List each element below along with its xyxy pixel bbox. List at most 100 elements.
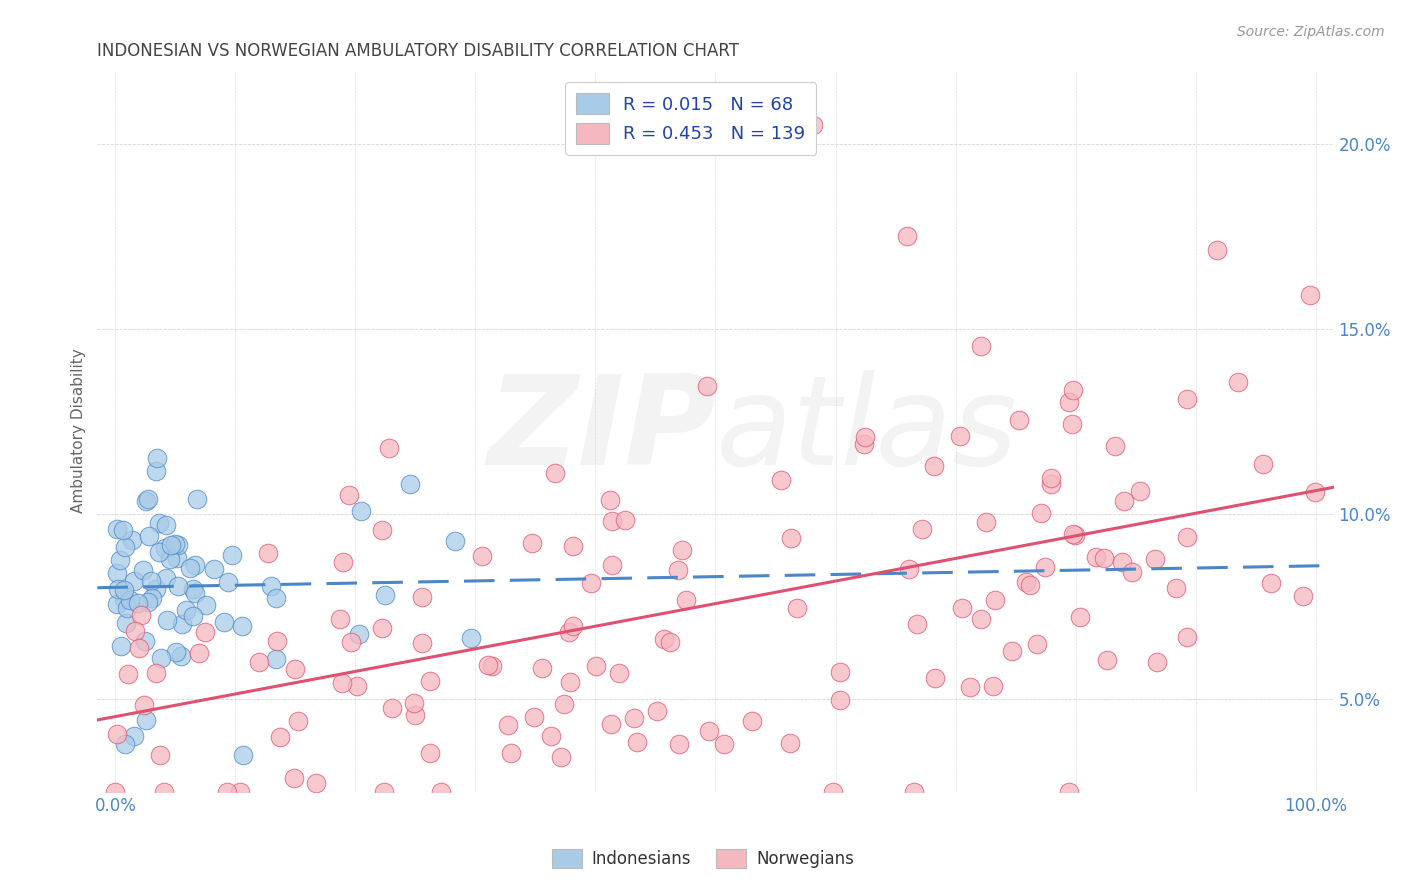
Point (1040, 476, 1063, 491)
Point (148, 516, 170, 530)
Point (1062, 383, 1084, 397)
Legend: Indonesians, Norwegians: Indonesians, Norwegians (546, 842, 860, 875)
Point (174, 602, 197, 616)
Point (1299, 288, 1322, 302)
Point (305, 776, 328, 790)
Point (1085, 550, 1108, 565)
Point (122, 729, 145, 743)
Point (779, 531, 801, 545)
Point (135, 493, 157, 508)
Point (950, 600, 973, 615)
Point (411, 590, 433, 604)
Point (585, 659, 607, 673)
Point (149, 747, 172, 762)
Point (471, 549, 494, 564)
Point (821, 785, 844, 799)
Point (260, 579, 283, 593)
Point (1015, 575, 1038, 590)
Point (1260, 575, 1282, 590)
Point (404, 708, 426, 723)
Point (830, 693, 852, 707)
Point (257, 546, 280, 560)
Point (121, 533, 143, 548)
Point (696, 379, 718, 393)
Point (112, 592, 135, 607)
Point (1114, 494, 1136, 508)
Point (229, 785, 252, 799)
Point (153, 785, 176, 799)
Point (496, 718, 519, 732)
Point (1175, 392, 1198, 406)
Point (184, 558, 207, 572)
Point (558, 674, 581, 689)
Point (1175, 530, 1198, 544)
Text: INDONESIAN VS NORWEGIAN AMBULATORY DISABILITY CORRELATION CHART: INDONESIAN VS NORWEGIAN AMBULATORY DISAB… (97, 42, 740, 60)
Point (1175, 631, 1198, 645)
Point (145, 582, 167, 596)
Point (599, 716, 621, 731)
Point (741, 714, 763, 729)
Point (1057, 395, 1080, 409)
Point (852, 436, 875, 450)
Point (122, 574, 145, 588)
Point (1251, 457, 1274, 471)
Point (562, 539, 585, 553)
Point (911, 522, 934, 536)
Point (855, 430, 877, 444)
Point (114, 737, 136, 751)
Point (623, 711, 645, 725)
Point (156, 614, 179, 628)
Point (1001, 644, 1024, 658)
Point (167, 539, 190, 553)
Point (713, 737, 735, 751)
Point (404, 696, 426, 710)
Point (160, 538, 183, 552)
Point (1146, 655, 1168, 669)
Point (1292, 589, 1315, 603)
Point (1164, 581, 1187, 595)
Text: Source: ZipAtlas.com: Source: ZipAtlas.com (1237, 25, 1385, 39)
Point (786, 600, 808, 615)
Point (115, 601, 138, 615)
Point (339, 634, 361, 648)
Point (217, 785, 239, 799)
Point (114, 540, 136, 554)
Point (668, 738, 690, 752)
Point (141, 591, 163, 606)
Point (558, 624, 581, 639)
Point (131, 608, 153, 623)
Point (105, 598, 128, 612)
Point (110, 639, 132, 653)
Point (1111, 555, 1133, 569)
Point (149, 651, 172, 665)
Point (1026, 637, 1049, 651)
Point (460, 631, 482, 645)
Point (170, 649, 193, 664)
Point (105, 727, 128, 741)
Point (194, 625, 217, 640)
Point (221, 548, 243, 562)
Point (159, 552, 181, 566)
Point (108, 552, 131, 566)
Point (138, 529, 160, 543)
Point (959, 680, 981, 694)
Point (581, 576, 603, 591)
Point (371, 621, 394, 635)
Point (145, 666, 167, 681)
Point (163, 536, 186, 550)
Point (419, 746, 441, 760)
Point (373, 785, 395, 799)
Point (350, 504, 373, 518)
Point (186, 491, 208, 506)
Y-axis label: Ambulatory Disability: Ambulatory Disability (72, 348, 86, 513)
Point (770, 473, 793, 487)
Point (124, 624, 146, 638)
Point (1227, 375, 1250, 389)
Point (166, 551, 188, 566)
Point (112, 582, 135, 597)
Point (284, 662, 307, 676)
Point (898, 562, 921, 576)
Point (1008, 413, 1031, 427)
Point (984, 593, 1007, 607)
Point (905, 616, 928, 631)
